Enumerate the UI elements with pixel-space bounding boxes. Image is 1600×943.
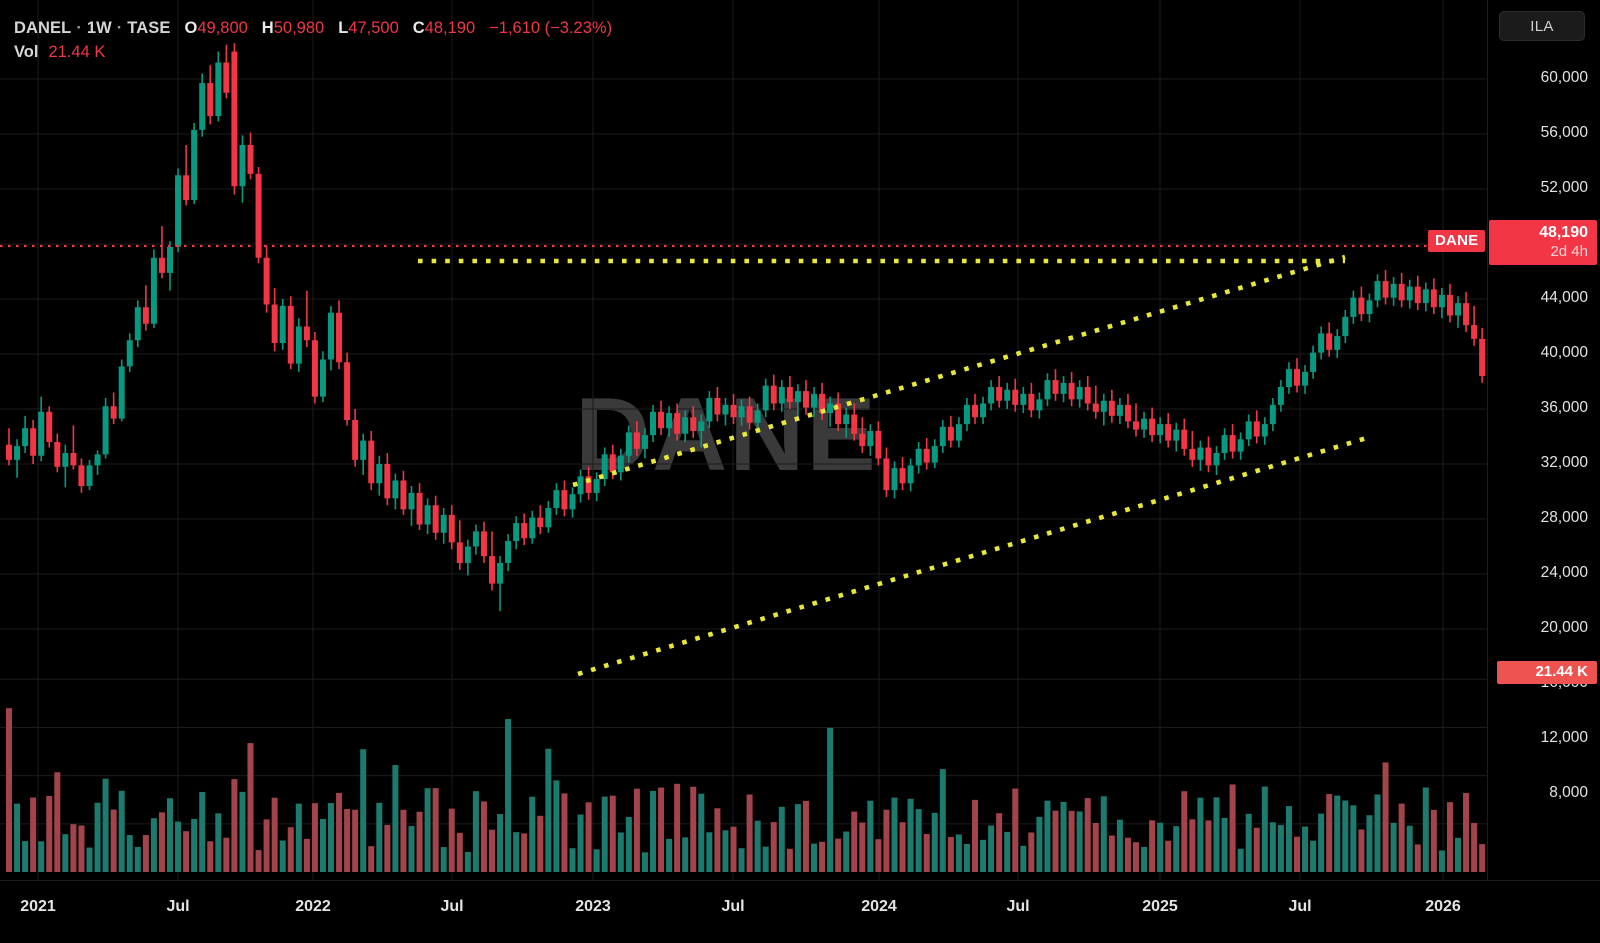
- legend-low-value: 47,500: [348, 18, 399, 37]
- price-tick: 56,000: [1540, 124, 1588, 141]
- time-tick: Jul: [166, 898, 190, 915]
- price-tick: 36,000: [1540, 399, 1588, 416]
- candlestick-svg: [0, 0, 1487, 880]
- legend-volume-label[interactable]: Vol: [14, 42, 39, 61]
- time-tick: Jul: [440, 898, 464, 915]
- legend-volume-row: Vol 21.44 K: [14, 40, 612, 64]
- legend-ohlc-row: DANEL · 1W · TASE O49,800 H50,980 L47,50…: [14, 16, 612, 40]
- currency-button[interactable]: ILA: [1499, 11, 1585, 41]
- price-tick: 24,000: [1540, 564, 1588, 581]
- legend-high: H50,980: [262, 19, 324, 38]
- last-price-value: 48,190: [1539, 224, 1588, 242]
- bar-countdown: 2d 4h: [1550, 243, 1588, 261]
- legend-volume-value: 21.44 K: [48, 42, 106, 61]
- price-tick: 12,000: [1540, 729, 1588, 746]
- legend-high-key: H: [261, 18, 274, 37]
- time-tick: 2023: [575, 898, 611, 915]
- time-axis[interactable]: 2021 Jul 2022 Jul 2023 Jul 2024 Jul 2025 Jul 2026: [0, 880, 1600, 943]
- legend-symbol[interactable]: DANEL: [14, 18, 72, 37]
- time-tick: 2026: [1425, 898, 1461, 915]
- price-tick: 8,000: [1549, 784, 1588, 801]
- price-tick: 60,000: [1540, 69, 1588, 86]
- price-axis[interactable]: ILA 60,000 56,000 52,000 44,000 40,000 36,000…: [1428, 0, 1600, 880]
- legend-close: C48,190: [413, 19, 475, 38]
- volume-badge-value: 21.44 K: [1535, 663, 1588, 681]
- time-tick: 2025: [1142, 898, 1178, 915]
- legend-exchange[interactable]: TASE: [127, 18, 171, 37]
- price-tick: 20,000: [1540, 619, 1588, 636]
- legend-open-key: O: [184, 18, 198, 37]
- legend-separator-1: ·: [76, 18, 82, 37]
- price-tick: 28,000: [1540, 509, 1588, 526]
- last-price-badge[interactable]: 48,190 2d 4h: [1489, 220, 1597, 266]
- legend-low-key: L: [338, 18, 349, 37]
- legend-interval[interactable]: 1W: [86, 18, 112, 37]
- price-tick: 44,000: [1540, 289, 1588, 306]
- legend-open: O49,800: [184, 19, 247, 38]
- legend-separator-2: ·: [116, 18, 123, 37]
- legend-change: −1,610 (−3.23%): [489, 18, 613, 37]
- legend-high-value: 50,980: [273, 18, 325, 37]
- legend-low: L47,500: [338, 19, 399, 38]
- time-tick: 2022: [295, 898, 331, 915]
- chart-legend: DANEL · 1W · TASE O49,800 H50,980 L47,50…: [14, 16, 612, 64]
- time-tick: Jul: [721, 898, 745, 915]
- chart-plot-area[interactable]: DANE: [0, 0, 1487, 880]
- symbol-price-badge: DANE: [1428, 230, 1486, 253]
- time-tick: 2021: [20, 898, 56, 915]
- price-tick: 52,000: [1540, 179, 1588, 196]
- volume-value-badge: 21.44 K: [1497, 661, 1597, 685]
- legend-close-value: 48,190: [424, 18, 476, 37]
- legend-close-key: C: [412, 18, 425, 37]
- time-tick: 2024: [861, 898, 897, 915]
- time-tick: Jul: [1288, 898, 1312, 915]
- price-tick: 32,000: [1540, 454, 1588, 471]
- price-tick: 40,000: [1540, 344, 1588, 361]
- legend-open-value: 49,800: [197, 18, 248, 37]
- time-tick: Jul: [1006, 898, 1030, 915]
